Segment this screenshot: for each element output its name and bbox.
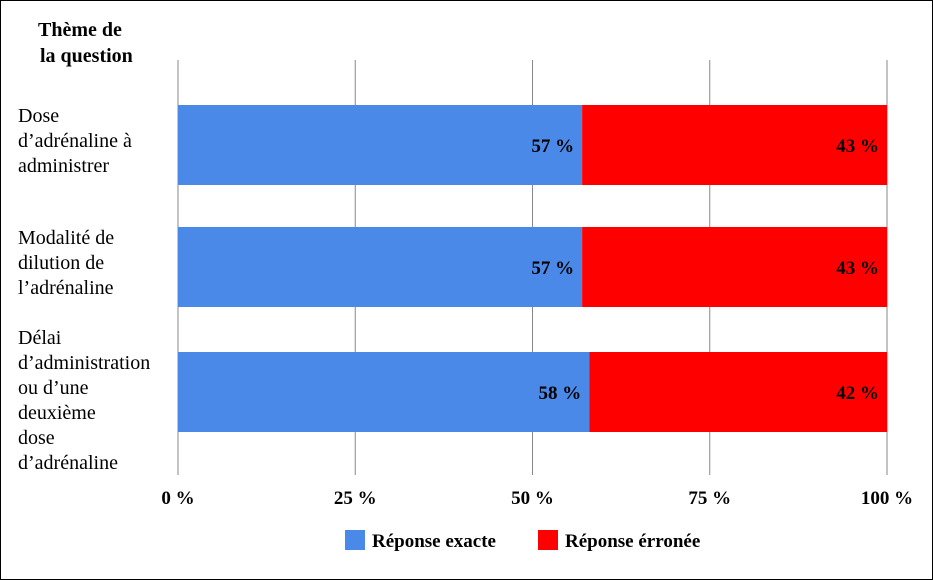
x-tick-label: 50 % [511, 488, 554, 509]
data-labels-layer: 57 % 43 % 57 % 43 % 58 % 42 % [531, 136, 879, 404]
axis-title-text: Thème de la question [38, 19, 133, 67]
bar-segment [178, 352, 590, 432]
data-label: 43 % [836, 258, 879, 279]
x-tick-label: 0 % [161, 488, 194, 509]
legend-swatch [538, 530, 558, 550]
legend-swatch [345, 530, 365, 550]
x-tick-label: 100 % [861, 488, 913, 509]
x-tick-label: 75 % [688, 488, 731, 509]
category-labels-layer: Dose d’adrénaline à administrer Modalité de… [18, 105, 150, 474]
category-label: Dose d’adrénaline à administrer [18, 105, 132, 177]
bar-segment [178, 227, 583, 307]
data-label: 42 % [836, 383, 879, 404]
bar-segment [582, 227, 887, 307]
bars-layer [178, 105, 887, 432]
bar-segment [178, 105, 583, 185]
legend-label: Réponse exacte [372, 531, 496, 552]
bar-segment [589, 352, 887, 432]
legend-label: Réponse érronée [565, 531, 700, 552]
data-label: 58 % [538, 383, 581, 404]
axis-title: Thème de la question [38, 19, 133, 67]
x-tick-label: 25 % [334, 488, 377, 509]
category-label: Modalité de dilution de l’adrénaline [18, 227, 114, 299]
x-tick-labels-layer: 0 % 25 % 50 % 75 % 100 % [161, 488, 913, 509]
bar-segment [582, 105, 887, 185]
data-label: 57 % [531, 136, 574, 157]
legend: Réponse exacte Réponse érronée [345, 530, 700, 552]
data-label: 43 % [836, 136, 879, 157]
category-label: Délai d’administration ou d’une deuxième dos… [18, 327, 150, 474]
data-label: 57 % [531, 258, 574, 279]
